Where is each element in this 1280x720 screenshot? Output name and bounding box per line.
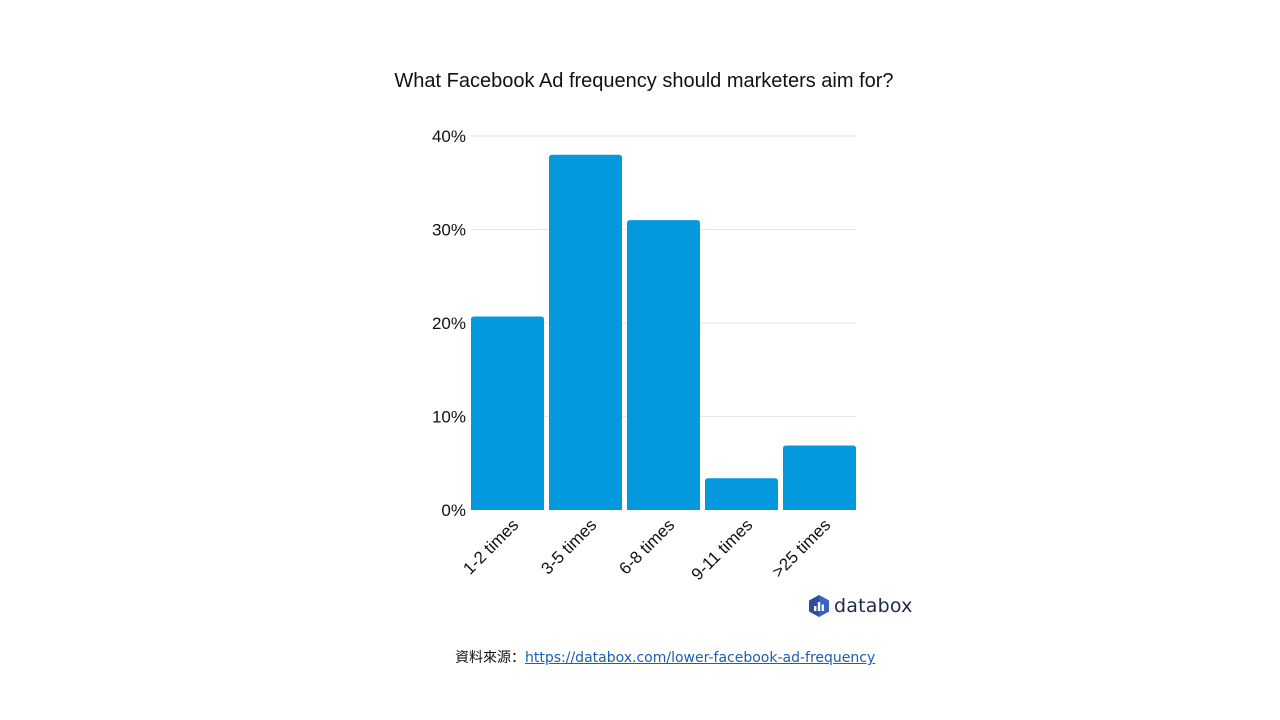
y-axis-ticks: 0% 10% 20% 30% 40% <box>432 127 466 520</box>
bar-4 <box>705 478 778 510</box>
source-link[interactable]: https://databox.com/lower-facebook-ad-fr… <box>525 650 876 666</box>
x-tick-label: 6-8 times <box>615 515 678 578</box>
x-tick-label: >25 times <box>768 515 834 581</box>
x-axis-labels: 1-2 times 3-5 times 6-8 times 9-11 times >25… <box>459 515 834 584</box>
databox-logo-icon <box>809 595 829 617</box>
y-tick-label: 10% <box>432 408 466 427</box>
y-tick-label: 30% <box>432 221 466 240</box>
x-tick-label: 9-11 times <box>688 515 757 584</box>
source-line: 資料來源：https://databox.com/lower-facebook-… <box>455 647 875 667</box>
source-label: 資料來源： <box>455 650 525 666</box>
x-tick-label: 1-2 times <box>459 515 522 578</box>
databox-logo: databox <box>808 594 913 618</box>
databox-logo-text: databox <box>834 595 913 617</box>
y-tick-label: 20% <box>432 314 466 333</box>
bars <box>471 154 856 510</box>
bar-5 <box>783 445 856 510</box>
x-tick-label: 3-5 times <box>537 515 600 578</box>
bar-2 <box>549 154 622 510</box>
bar-1 <box>471 316 544 510</box>
y-tick-label: 40% <box>432 127 466 146</box>
chart-title: What Facebook Ad frequency should market… <box>394 70 893 92</box>
bar-3 <box>627 220 700 510</box>
y-tick-label: 0% <box>441 501 466 520</box>
